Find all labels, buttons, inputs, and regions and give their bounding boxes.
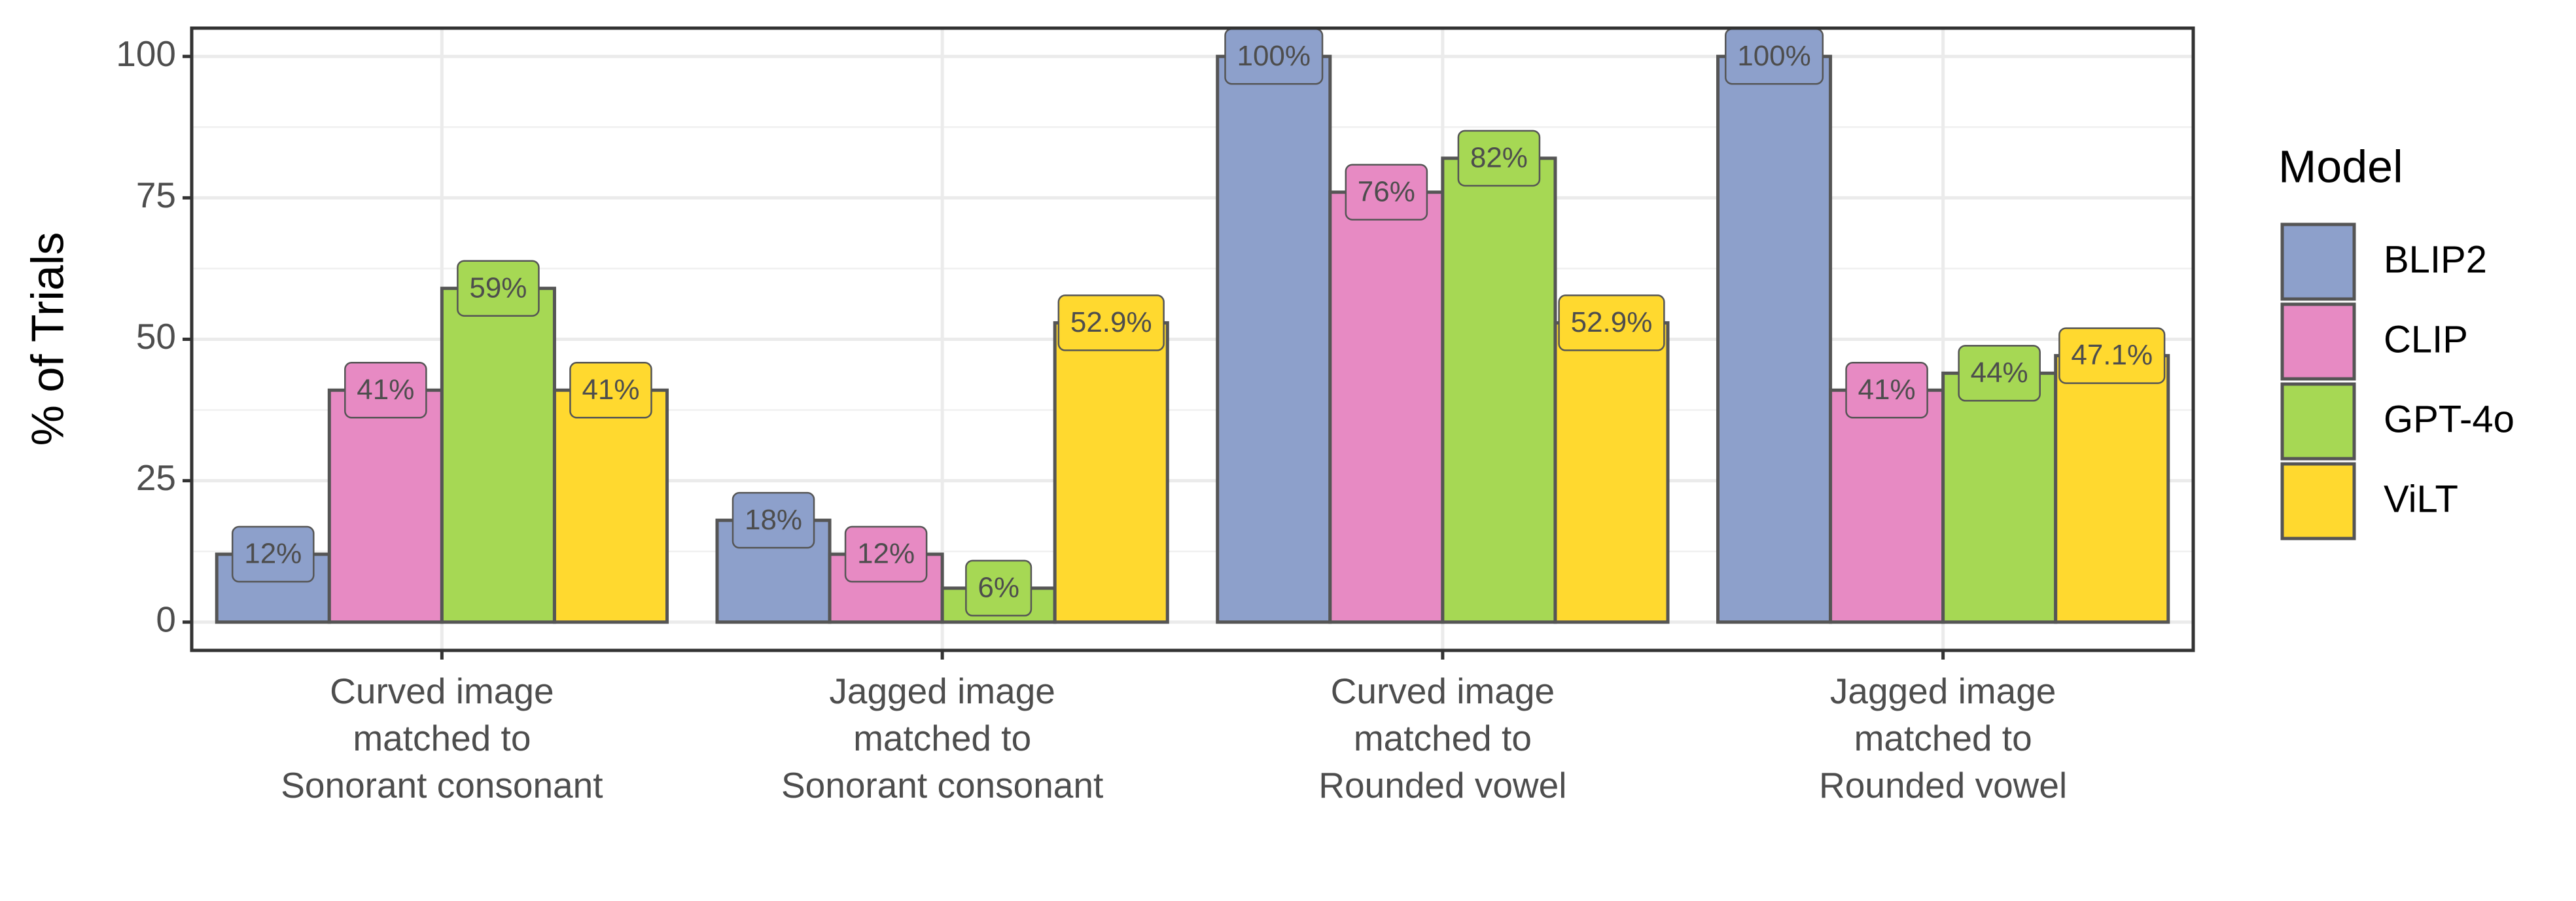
value-label-text: 6%	[978, 572, 1019, 604]
x-tick-label: Curved image matched to Rounded vowel	[1318, 671, 1566, 805]
x-tick-label-line: Sonorant consonant	[781, 765, 1103, 805]
value-label-box	[1558, 294, 1665, 351]
value-label: 52.9%	[1558, 294, 1665, 351]
y-tick-label: 0	[156, 599, 176, 639]
y-tick-label: 100	[116, 33, 176, 74]
value-label-box	[965, 559, 1032, 617]
bar	[440, 287, 556, 624]
value-label: 41%	[569, 362, 652, 419]
x-tick-label: Jagged image matched to Rounded vowel	[1819, 671, 2067, 805]
bar	[1053, 321, 1169, 624]
value-label: 6%	[965, 559, 1032, 617]
value-label-box	[1845, 362, 1928, 419]
value-label-text: 52.9%	[1070, 306, 1152, 338]
x-tick-label: Curved image matched to Sonorant consonant	[281, 671, 603, 805]
value-label-box	[569, 362, 652, 419]
value-label: 18%	[732, 491, 815, 549]
value-label: 12%	[231, 525, 315, 583]
value-label-text: 100%	[1737, 40, 1811, 72]
bar	[1716, 54, 1833, 624]
legend-label: BLIP2	[2384, 238, 2487, 281]
legend-key	[2280, 222, 2356, 301]
legend-label: GPT-4o	[2384, 398, 2514, 440]
bar	[552, 388, 669, 624]
x-tick-label-line: matched to	[1854, 718, 2032, 758]
y-axis-title: % of Trials	[22, 232, 73, 446]
value-label-text: 47.1%	[2071, 339, 2153, 371]
bar	[1553, 321, 1670, 624]
value-label-box	[732, 491, 815, 549]
value-label-box	[844, 525, 928, 583]
bar	[1328, 190, 1445, 624]
value-label-box	[1457, 130, 1541, 187]
y-tick-label: 75	[136, 175, 176, 215]
value-label-text: 12%	[244, 538, 302, 570]
bar	[327, 388, 444, 624]
bar	[1941, 371, 2058, 624]
value-label-text: 76%	[1358, 175, 1415, 207]
value-label-box	[2058, 327, 2166, 384]
value-label: 41%	[344, 362, 427, 419]
value-label-text: 52.9%	[1571, 306, 1653, 338]
x-tick-label-line: matched to	[353, 718, 531, 758]
value-label: 100%	[1724, 27, 1824, 85]
value-label: 44%	[1958, 345, 2041, 402]
x-tick-label-line: Jagged image	[1830, 671, 2056, 711]
x-tick-label-line: Curved image	[1331, 671, 1555, 711]
value-label-text: 12%	[857, 538, 915, 570]
x-tick-label-line: Jagged image	[829, 671, 1055, 711]
value-label-text: 59%	[469, 272, 527, 304]
bar	[1216, 54, 1332, 624]
value-label-text: 41%	[357, 374, 414, 406]
value-label-text: 18%	[745, 504, 802, 536]
value-label-text: 41%	[582, 374, 639, 406]
x-tick-label-line: matched to	[1354, 718, 1532, 758]
value-label: 12%	[844, 525, 928, 583]
value-label: 52.9%	[1057, 294, 1165, 351]
legend-key	[2280, 382, 2356, 461]
panel-border	[190, 26, 2195, 652]
x-tick-label: Jagged image matched to Sonorant consonant	[781, 671, 1103, 805]
x-tick-label-line: Rounded vowel	[1318, 765, 1566, 805]
value-label: 47.1%	[2058, 327, 2166, 384]
x-tick-label-line: Rounded vowel	[1819, 765, 2067, 805]
value-label-box	[457, 260, 540, 317]
x-tick-label-line: matched to	[853, 718, 1031, 758]
value-label-text: 100%	[1237, 40, 1311, 72]
legend-label: CLIP	[2384, 318, 2468, 361]
legend-label: ViLT	[2384, 478, 2458, 520]
bar	[1441, 156, 1557, 624]
x-tick-label-line: Curved image	[330, 671, 554, 711]
value-label-text: 41%	[1858, 374, 1916, 406]
value-label-text: 44%	[1971, 357, 2028, 389]
value-label: 59%	[457, 260, 540, 317]
value-label-box	[1057, 294, 1165, 351]
bar	[2054, 354, 2170, 624]
legend-key	[2280, 302, 2356, 381]
y-tick-label: 25	[136, 457, 176, 498]
value-label-text: 82%	[1470, 141, 1528, 173]
value-label: 41%	[1845, 362, 1928, 419]
value-label-box	[1345, 164, 1428, 221]
value-label-box	[344, 362, 427, 419]
bar	[1829, 388, 1945, 624]
legend-title: Model	[2278, 141, 2403, 192]
value-label: 82%	[1457, 130, 1541, 187]
value-label-box	[1958, 345, 2041, 402]
value-label: 76%	[1345, 164, 1428, 221]
value-label: 100%	[1224, 27, 1324, 85]
x-tick-label-line: Sonorant consonant	[281, 765, 603, 805]
legend-key	[2280, 462, 2356, 540]
value-label-box	[231, 525, 315, 583]
y-tick-label: 50	[136, 316, 176, 357]
